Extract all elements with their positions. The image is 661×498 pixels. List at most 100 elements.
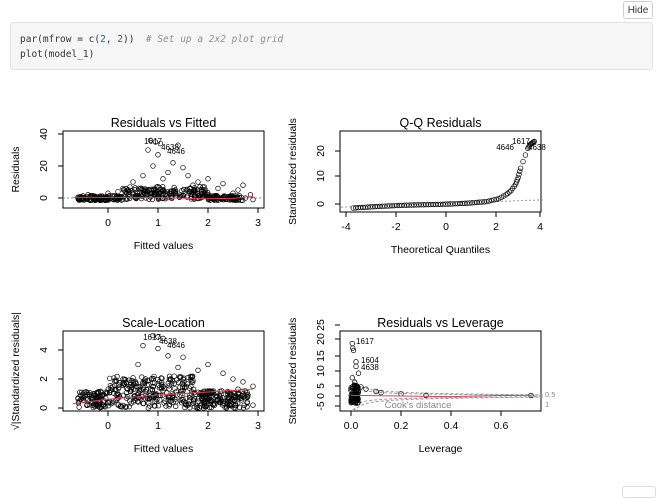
x-tick-label: 0 (443, 221, 449, 233)
data-point (160, 187, 166, 194)
data-point (150, 163, 156, 169)
x-tick-label: 3 (255, 217, 261, 229)
data-point (148, 376, 154, 382)
data-point (241, 402, 247, 408)
y-tick-label: 5 (315, 383, 327, 389)
data-point (212, 193, 218, 199)
data-point (130, 375, 136, 381)
data-point (373, 388, 379, 395)
x-tick-label: 0 (105, 420, 111, 432)
cooks-distance-contour (352, 374, 544, 396)
data-point (109, 193, 115, 199)
data-point (183, 401, 189, 407)
chunk-control-button[interactable] (622, 486, 656, 498)
x-tick-label: 4 (537, 221, 543, 233)
data-point (191, 396, 198, 402)
data-point (216, 393, 223, 399)
data-point (210, 402, 216, 408)
data-point (155, 403, 162, 409)
x-tick-label: -2 (391, 221, 400, 233)
data-point (205, 193, 211, 199)
data-point (146, 400, 152, 407)
data-point (530, 139, 537, 145)
data-point (173, 403, 179, 409)
smoother-line (72, 388, 254, 405)
data-point (107, 389, 113, 395)
data-point (517, 165, 524, 171)
data-point (77, 389, 83, 395)
data-point (183, 395, 189, 402)
plot-title: Q-Q Residuals (400, 116, 482, 130)
data-point (228, 401, 235, 407)
data-point (126, 404, 133, 410)
data-point (358, 384, 364, 390)
data-point (117, 403, 124, 410)
y-axis-label: Residuals (10, 146, 22, 192)
y-axis-label: Standardized residuals (287, 318, 299, 425)
data-point (229, 194, 235, 200)
data-point (149, 386, 156, 393)
data-point (88, 395, 95, 401)
data-point (197, 403, 203, 409)
data-point (350, 397, 356, 403)
data-point (129, 377, 135, 384)
data-point (180, 376, 186, 382)
x-tick-label: 3 (255, 420, 261, 432)
x-axis-label: Leverage (419, 443, 463, 455)
data-point (152, 139, 159, 145)
code-number: 2 (100, 34, 106, 45)
data-point (488, 197, 495, 204)
point-label: 1604 (361, 356, 379, 365)
data-point (531, 138, 537, 145)
x-tick-label: 2 (493, 221, 499, 233)
data-point (222, 391, 228, 397)
data-point (506, 189, 512, 195)
data-point (132, 185, 138, 191)
data-point (171, 373, 177, 379)
point-label: 1617 (356, 337, 374, 346)
data-point (150, 332, 156, 339)
data-point (115, 188, 121, 195)
data-point (78, 196, 84, 202)
y-tick-label: 20 (315, 333, 327, 345)
data-point (160, 335, 166, 342)
data-point (220, 180, 226, 187)
data-point (141, 400, 147, 407)
data-point (170, 378, 176, 384)
data-point (520, 158, 526, 165)
data-point (112, 378, 118, 385)
data-point (177, 194, 183, 200)
data-point (237, 404, 243, 411)
data-point (352, 379, 358, 385)
data-point (242, 195, 249, 201)
data-point (230, 197, 236, 203)
data-point (202, 189, 208, 196)
point-label: 4638 (159, 337, 177, 346)
data-point (160, 383, 166, 389)
data-point (235, 394, 242, 400)
plot-title: Scale-Location (122, 316, 205, 330)
data-point (156, 184, 162, 191)
y-tick-label: 0 (315, 201, 327, 207)
data-point (165, 353, 171, 359)
data-point (113, 378, 120, 384)
data-point (350, 345, 356, 351)
plot-title: Residuals vs Leverage (377, 316, 504, 330)
data-point (200, 184, 206, 190)
data-point (167, 401, 173, 407)
data-point (513, 179, 520, 185)
y-tick-label: 10 (315, 170, 327, 182)
data-point (160, 176, 166, 182)
data-point (170, 392, 176, 398)
data-point (131, 393, 137, 399)
plot-title: Residuals vs Fitted (111, 116, 217, 130)
data-point (137, 384, 143, 390)
hide-button[interactable]: Hide (623, 1, 653, 19)
data-point (240, 379, 246, 385)
y-tick-label: 2 (38, 376, 50, 382)
data-point (126, 377, 132, 383)
data-point (175, 142, 181, 148)
data-point (147, 387, 154, 393)
data-point (123, 403, 129, 410)
data-point (232, 397, 238, 403)
